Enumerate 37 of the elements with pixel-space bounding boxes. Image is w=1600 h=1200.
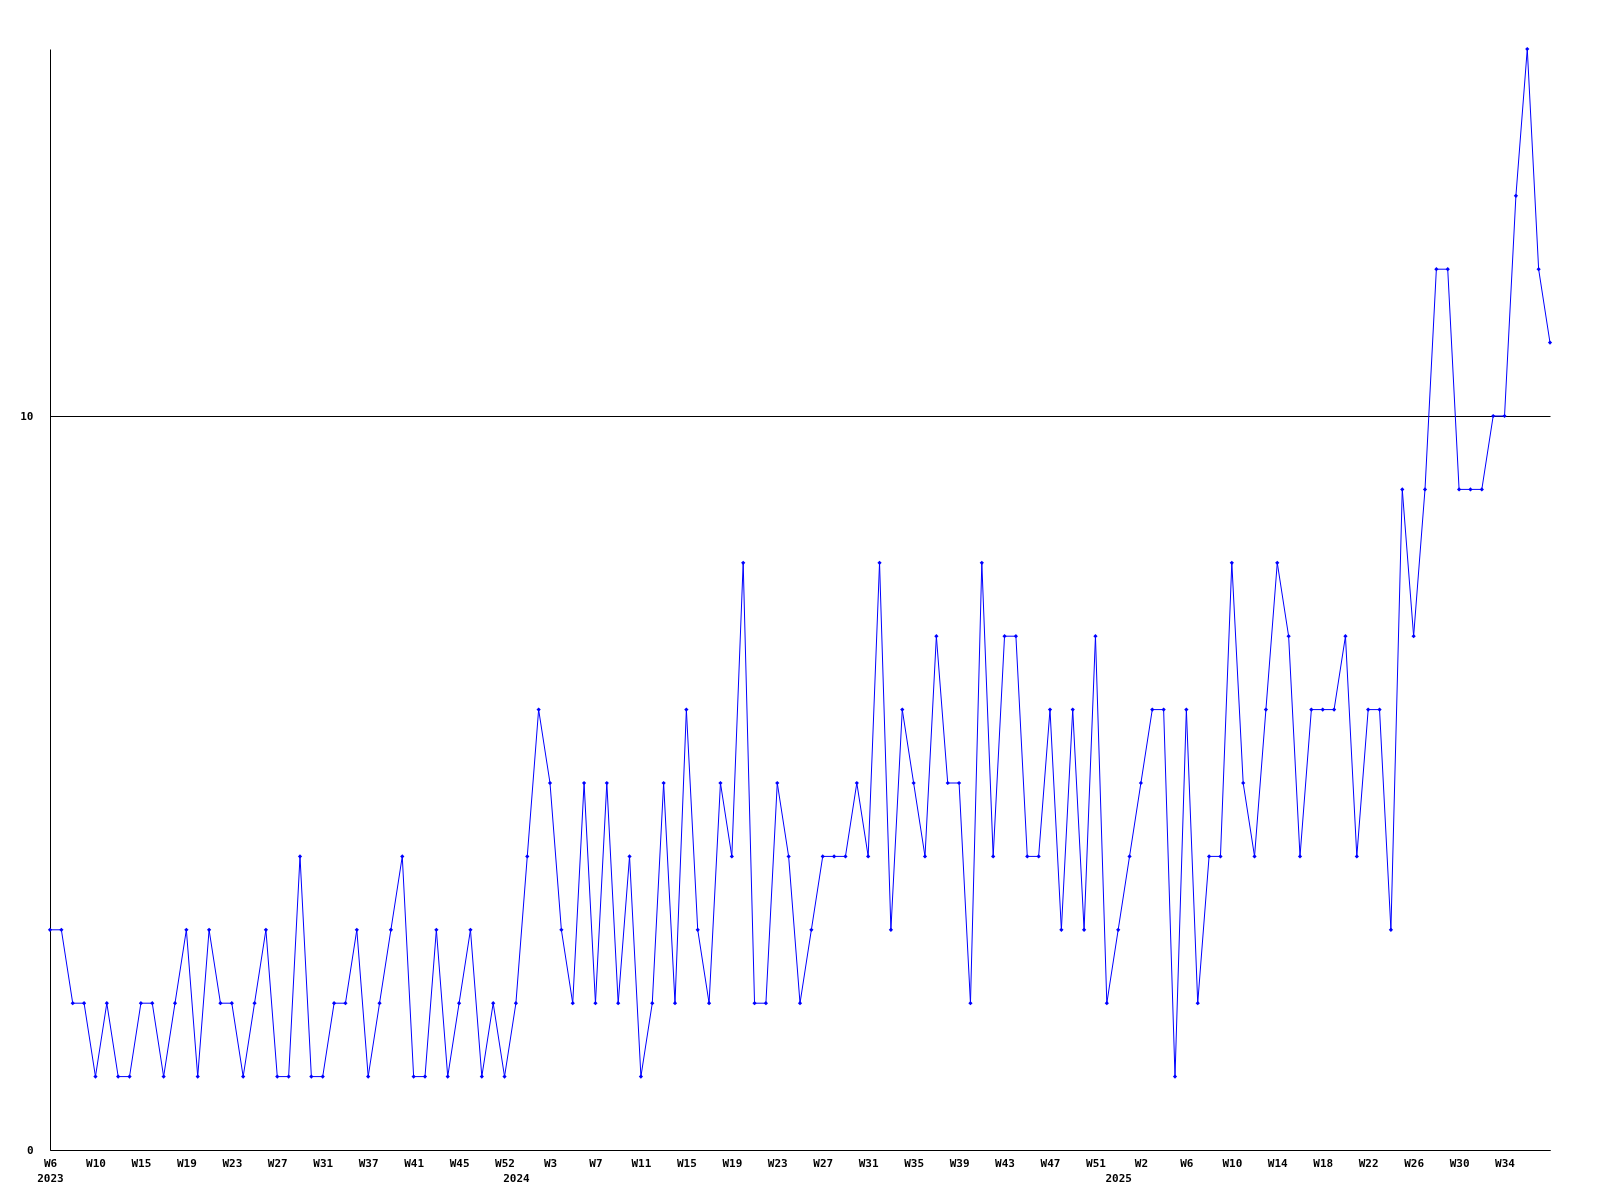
x-tick-label: W43 [995,1156,1015,1170]
x-tick-label: W41 [404,1156,425,1170]
x-tick-label: 2024 [503,1171,531,1185]
y-tick-label: 0 [26,1143,34,1157]
x-tick-label: W22 [1358,1156,1379,1170]
x-tick-label: W35 [904,1156,925,1170]
x-tick-label: W27 [813,1156,834,1170]
x-tick-label: W19 [722,1156,743,1170]
x-tick-label: W11 [631,1156,652,1170]
x-tick-label: W2 [1134,1156,1149,1170]
x-tick-label: W47 [1040,1156,1061,1170]
x-tick-label: W10 [86,1156,106,1170]
x-tick-label: W15 [676,1156,697,1170]
x-tick-label: W34 [1495,1156,1516,1170]
x-tick-label: W31 [313,1156,334,1170]
x-tick-label: W14 [1267,1156,1289,1170]
x-tick-label: W27 [267,1156,288,1170]
x-tick-label: W39 [949,1156,970,1170]
x-tick-label: W10 [1222,1156,1243,1170]
x-tick-label: W30 [1449,1156,1470,1170]
x-tick-label: W3 [543,1156,558,1170]
x-tick-label: W52 [495,1156,515,1170]
x-tick-label: W6 2023 [37,1156,64,1185]
x-tick-label: W15 [131,1156,152,1170]
x-tick-label: W23 [767,1156,788,1170]
x-tick-label: W31 [858,1156,879,1170]
x-tick-label: W45 [449,1156,470,1170]
x-tick-label: W51 [1086,1156,1107,1170]
x-tick-label: W19 [176,1156,197,1170]
x-tick-label: W7 [589,1156,603,1170]
x-tick-label: 2025 [1105,1171,1132,1185]
y-tick-label: 10 [20,409,34,423]
x-tick-label: W18 [1313,1156,1334,1170]
x-tick-label: W26 [1404,1156,1425,1170]
x-tick-label: W6 [1180,1156,1194,1170]
x-tick-label: W37 [358,1156,379,1170]
x-tick-label: W23 [222,1156,243,1170]
